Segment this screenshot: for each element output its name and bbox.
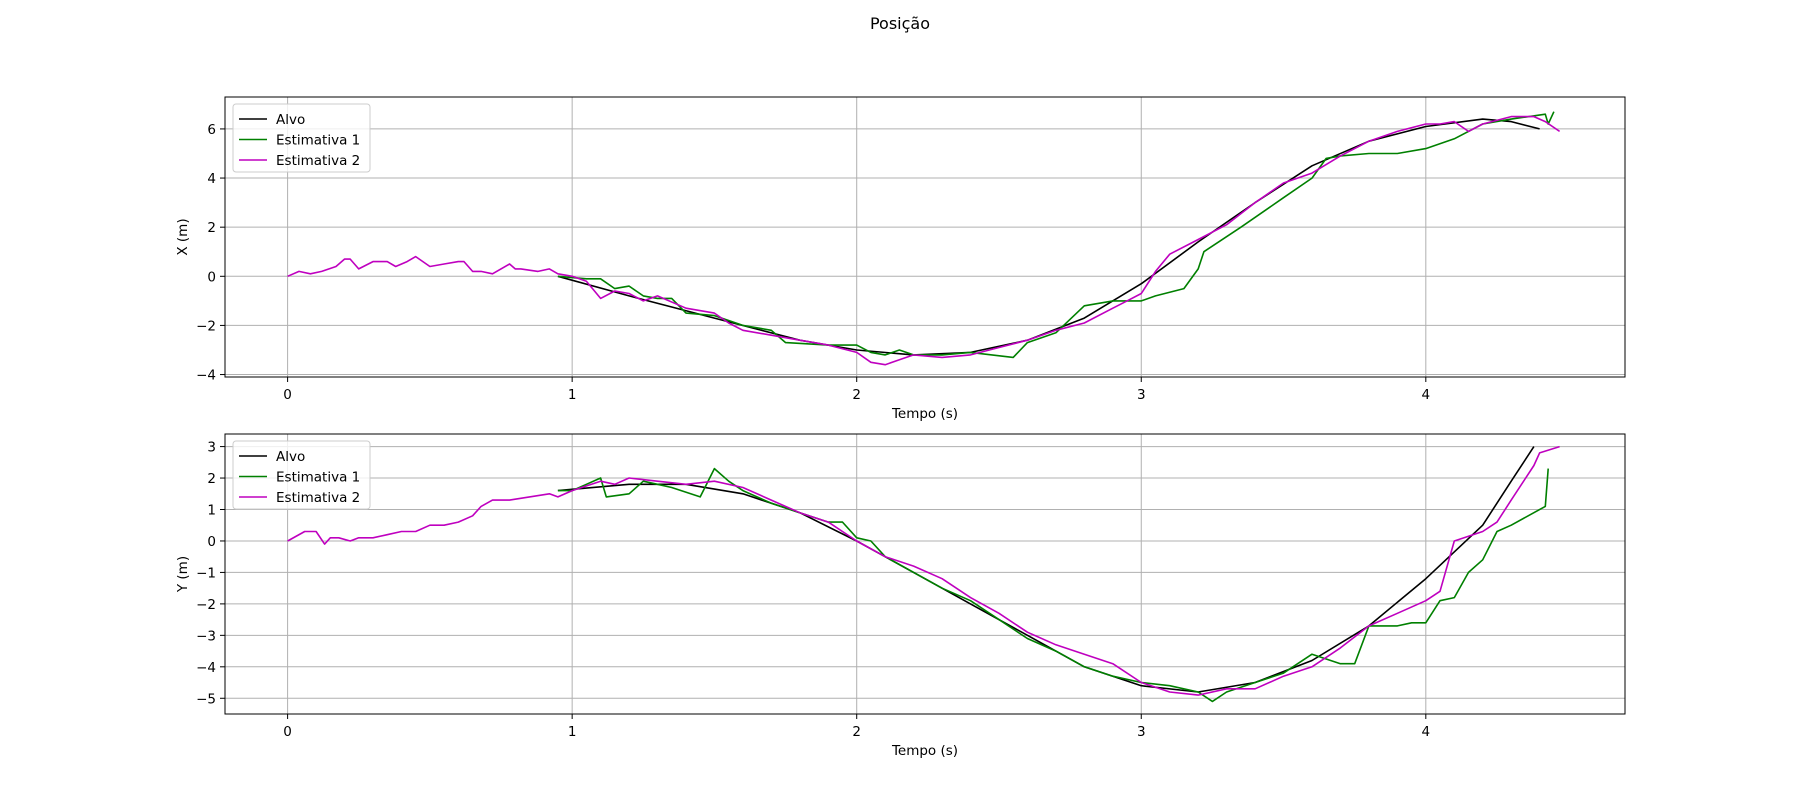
y-tick-label: 2: [207, 220, 216, 236]
y-axis-label-y: Y (m): [175, 556, 191, 593]
x-tick-label: 4: [1422, 387, 1431, 403]
legend-label: Estimativa 1: [276, 133, 360, 149]
y-axis-ticks-x: −4 −2 0 2 4 6: [196, 122, 225, 384]
y-tick-label: −3: [196, 628, 216, 644]
x-tick-label: 3: [1137, 387, 1146, 403]
series-line-estimativa-2: [287, 115, 1561, 366]
y-tick-label: 1: [207, 503, 216, 519]
legend-box: [232, 103, 371, 173]
series-line-estimativa-2: [287, 445, 1560, 696]
series-lines-x: [287, 111, 1561, 366]
x-tick-label: 2: [852, 387, 861, 403]
subplot-x: 0 1 2 3 4 −4 −2 0 2 4 6 Tempo (s) X (m) Alvo Estim…: [175, 96, 1626, 422]
y-tick-label: 3: [207, 440, 216, 456]
y-tick-label: −4: [196, 660, 216, 676]
x-tick-label: 4: [1422, 724, 1431, 740]
x-tick-label: 3: [1137, 724, 1146, 740]
series-lines-y: [287, 445, 1560, 703]
legend-box: [232, 440, 371, 510]
plot-area-y: [224, 433, 1626, 715]
y-tick-label: −1: [196, 565, 216, 581]
y-tick-label: 0: [207, 534, 216, 550]
series-line-estimativa-1: [557, 467, 1549, 703]
plot-area-y: [224, 433, 1626, 715]
plot-area-x: [224, 96, 1626, 378]
x-axis-label-x: Tempo (s): [891, 406, 958, 422]
y-tick-label: −5: [196, 691, 216, 707]
figure-title: Posição: [870, 14, 930, 33]
grid-y: [225, 434, 1625, 714]
x-tick-label: 2: [852, 724, 861, 740]
y-tick-label: −4: [196, 368, 216, 384]
x-tick-label: 0: [283, 387, 292, 403]
legend-label: Estimativa 2: [276, 153, 360, 169]
y-tick-label: 4: [207, 171, 216, 187]
x-tick-label: 0: [283, 724, 292, 740]
y-tick-label: −2: [196, 597, 216, 613]
legend-label: Estimativa 2: [276, 490, 360, 506]
x-axis-ticks-x: 0 1 2 3 4: [283, 377, 1430, 403]
legend-x: Alvo Estimativa 1 Estimativa 2: [232, 103, 371, 173]
y-tick-label: 0: [207, 269, 216, 285]
grid-x: [225, 97, 1625, 377]
x-tick-label: 1: [568, 387, 577, 403]
y-tick-label: −2: [196, 318, 216, 334]
x-tick-label: 1: [568, 724, 577, 740]
subplot-y: 0 1 2 3 4 −5 −4 −3 −2 −1 0 1 2 3 Tempo (s) Y (m) Alv…: [175, 433, 1626, 759]
legend-label: Alvo: [276, 449, 305, 465]
legend-label: Alvo: [276, 112, 305, 128]
y-axis-label-x: X (m): [175, 218, 191, 255]
plot-area-x: [224, 96, 1626, 378]
y-tick-label: 6: [207, 122, 216, 138]
legend-label: Estimativa 1: [276, 470, 360, 486]
y-tick-label: 2: [207, 471, 216, 487]
legend-y: Alvo Estimativa 1 Estimativa 2: [232, 440, 371, 510]
x-axis-ticks-y: 0 1 2 3 4: [283, 714, 1430, 740]
x-axis-label-y: Tempo (s): [891, 743, 958, 759]
y-axis-ticks-y: −5 −4 −3 −2 −1 0 1 2 3: [196, 440, 225, 707]
